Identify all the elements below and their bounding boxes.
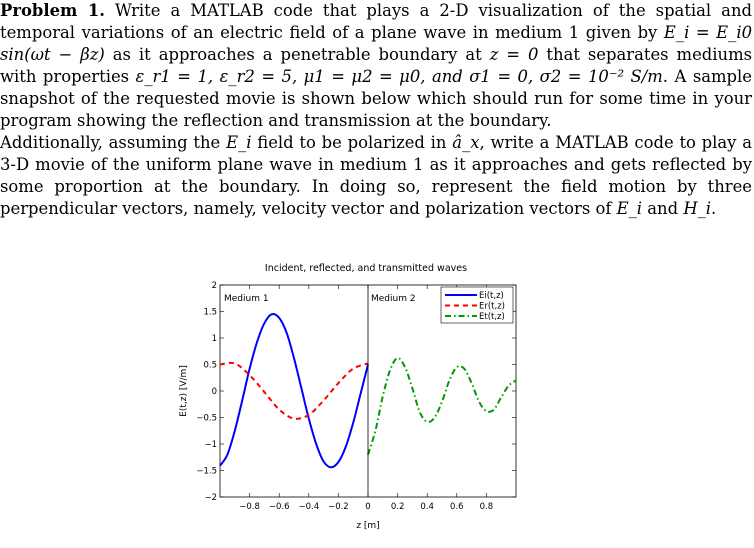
y-tick-group: −2 −1.5 −1 −0.5 0 0.5 1 1.5 2	[196, 281, 516, 503]
properties-expression: ε_r1 = 1, ε_r2 = 5, μ1 = μ2 = μ0, and σ1…	[135, 67, 669, 86]
y-tick-label: 1.5	[203, 308, 217, 318]
x-tick-group: −0.8 −0.6 −0.4 −0.2 0 0.2 0.4 0.6 0.8	[239, 285, 493, 512]
y-tick-label: 2	[212, 281, 217, 291]
polarization-direction: â_x	[452, 133, 480, 152]
series-group	[219, 312, 517, 469]
problem-text-1c: that separates mediums with properties	[0, 45, 753, 86]
legend-entry: Er(t,z)	[479, 302, 505, 312]
series-line-3	[367, 357, 517, 455]
problem-paragraph-2: Additionally, assuming the E_i field to …	[0, 132, 752, 220]
h-field-symbol: H_i	[683, 199, 712, 218]
legend-entry: Et(t,z)	[479, 312, 505, 322]
y-tick-label: −1.5	[196, 467, 217, 477]
problem-text-1b: as it approaches a penetrable boundary a…	[112, 45, 482, 64]
y-tick-label: 1	[212, 334, 217, 344]
y-tick-label: −1	[204, 440, 217, 450]
field-expression: E_i = E_i0 sin(ωt − βz)	[0, 23, 753, 64]
problem-text-2a: Additionally, assuming the	[0, 133, 221, 152]
x-tick-label: −0.6	[269, 502, 290, 512]
y-axis-label: E(t,z) [V/m]	[179, 365, 189, 417]
legend-entry: Ei(t,z)	[479, 291, 504, 301]
series-line-2	[219, 361, 369, 420]
x-tick-label: 0.4	[420, 502, 434, 512]
y-tick-label: 0.5	[203, 361, 217, 371]
boundary-expression: z = 0	[489, 45, 539, 64]
y-tick-label: −0.5	[196, 414, 217, 424]
medium-2-label: Medium 2	[371, 294, 416, 304]
problem-text-end: .	[711, 199, 717, 218]
medium-1-label: Medium 1	[224, 294, 269, 304]
problem-heading: Problem 1.	[0, 1, 105, 20]
problem-statement: Problem 1. Write a MATLAB code that play…	[0, 0, 752, 220]
field-symbol: E_i	[226, 133, 252, 152]
x-tick-label: 0.2	[391, 502, 405, 512]
problem-paragraph-1: Problem 1. Write a MATLAB code that play…	[0, 0, 752, 132]
x-tick-label: −0.4	[298, 502, 319, 512]
x-axis-label: z [m]	[356, 521, 379, 531]
x-tick-label: 0.8	[480, 502, 494, 512]
chart-title: Incident, reflected, and transmitted wav…	[265, 263, 467, 274]
x-tick-label: −0.8	[239, 502, 260, 512]
x-tick-label: 0	[365, 502, 370, 512]
x-tick-label: 0.6	[450, 502, 464, 512]
problem-text-2c: , write a MATLAB code to play a 3-D movi…	[0, 133, 752, 218]
problem-text-2b: field to be polarized in	[257, 133, 447, 152]
problem-text-1a: Write a MATLAB code that plays a 2-D vis…	[0, 1, 752, 42]
wave-chart: Incident, reflected, and transmitted wav…	[179, 263, 517, 531]
e-field-symbol: E_i	[616, 199, 643, 218]
series-line-1	[219, 312, 369, 469]
problem-text-and: and	[647, 199, 679, 218]
problem-text-1d: A sample snapshot of the requested movie…	[0, 67, 752, 130]
y-tick-label: 0	[212, 387, 217, 397]
y-tick-label: −2	[204, 493, 217, 503]
legend: Ei(t,z)Er(t,z)Et(t,z)	[440, 286, 514, 324]
x-tick-label: −0.2	[328, 502, 349, 512]
